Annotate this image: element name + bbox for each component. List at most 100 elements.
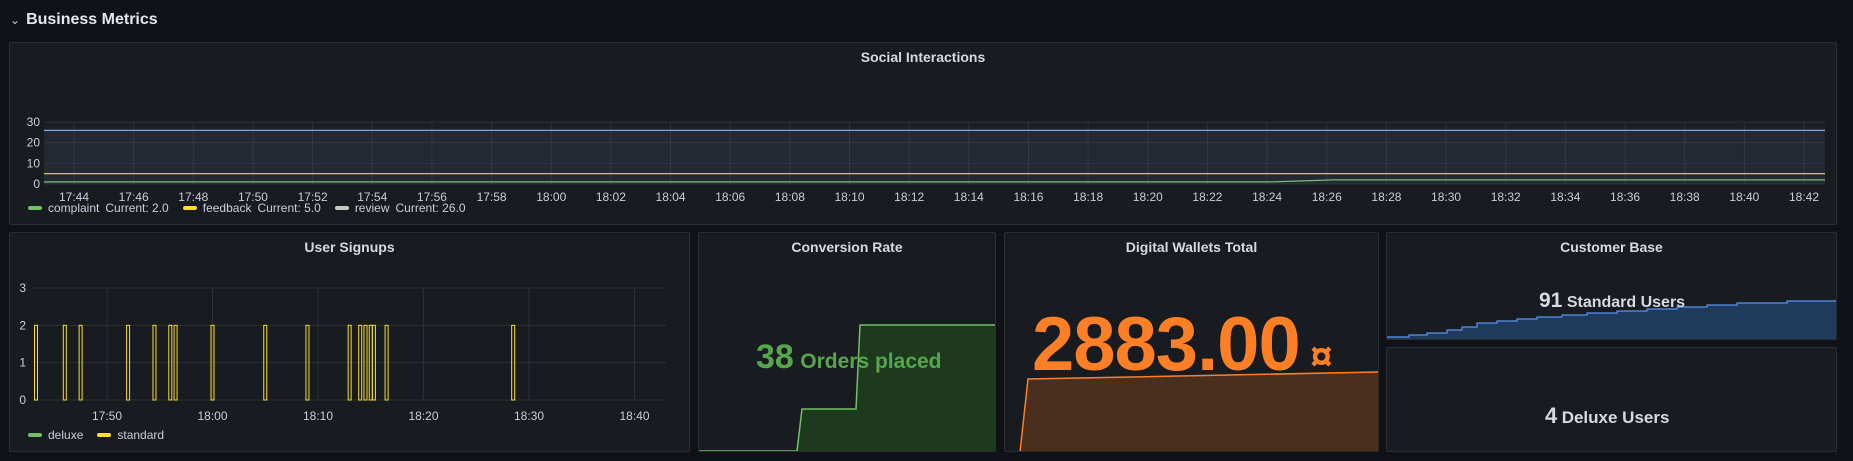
- sparkline-area: [1387, 301, 1836, 339]
- sparkline-line: [1387, 300, 1836, 338]
- conversion-unit: Orders placed: [800, 350, 942, 373]
- signup-bar-standard: [210, 324, 215, 401]
- row-header-business-metrics[interactable]: ⌄ Business Metrics: [10, 8, 158, 32]
- x-tick-label: 18:28: [1371, 190, 1401, 204]
- user-signups-chart: 0 1 2 3 17:50 18:00 18:10 18:20 18:30 18:40: [19, 281, 666, 423]
- user-signups-panel: User Signups 0 1 2 3 17:50 18:00 18:10 18:20 18:…: [9, 232, 690, 452]
- legend-item-feedback[interactable]: feedback Current: 5.0: [182, 201, 321, 215]
- x-tick-label: 17:44: [59, 190, 89, 204]
- standard-users-value: 91: [1539, 289, 1563, 312]
- chevron-down-icon[interactable]: ⌄: [10, 13, 21, 27]
- sparkline-area: [1020, 372, 1378, 451]
- signup-bar-standard: [347, 324, 352, 401]
- social-interactions-chart: 0 10 20 30 17:44 17:46 17:48 17:50 17:52 17:54 17:…: [27, 115, 1825, 204]
- y-tick-label: 1: [19, 356, 26, 370]
- signup-bar-standard: [371, 324, 376, 401]
- x-tick-label: 17:52: [298, 190, 328, 204]
- legend-swatch: [182, 206, 197, 210]
- legend-item-review[interactable]: review Current: 26.0: [334, 201, 466, 215]
- signups-legend: deluxe standard: [28, 428, 164, 442]
- conversion-sparkline: [699, 324, 995, 451]
- wallets-value: 2883.00: [1032, 302, 1301, 387]
- panel-title: Digital Wallets Total: [1125, 239, 1258, 255]
- panel-title: User Signups: [304, 239, 395, 255]
- x-tick-label: 18:20: [1133, 190, 1163, 204]
- y-tick-label: 3: [19, 281, 26, 295]
- x-tick-label: 18:30: [1431, 190, 1461, 204]
- x-tick-label: 17:50: [92, 409, 122, 423]
- x-tick-label: 17:58: [477, 190, 507, 204]
- x-tick-label: 18:40: [619, 409, 649, 423]
- signup-bar-standard: [263, 324, 268, 401]
- customer-base-panel: Customer Base 91 Standard Users: [1386, 232, 1837, 340]
- sparkline-area: [797, 325, 995, 451]
- x-tick-label: 18:18: [1073, 190, 1103, 204]
- panel-title: Social Interactions: [860, 49, 986, 65]
- signup-bar-standard: [62, 324, 67, 401]
- signup-bar-standard: [173, 324, 178, 401]
- x-tick-label: 18:14: [954, 190, 984, 204]
- panel-title: Customer Base: [1560, 239, 1663, 255]
- x-tick-label: 18:06: [715, 190, 745, 204]
- legend-label: feedback: [202, 201, 252, 215]
- signup-bar-standard: [511, 324, 516, 401]
- series-area-review: [44, 130, 1825, 184]
- y-tick-label: 0: [33, 177, 40, 191]
- legend-current-value: Current: 5.0: [257, 201, 321, 215]
- panel-title: Conversion Rate: [791, 239, 903, 255]
- legend-item-standard[interactable]: standard: [97, 428, 164, 442]
- legend-label: complaint: [48, 201, 100, 215]
- x-tick-label: 18:36: [1610, 190, 1640, 204]
- signup-bar-standard: [363, 324, 368, 401]
- signup-bar-standard: [126, 324, 131, 401]
- x-tick-label: 18:30: [514, 409, 544, 423]
- y-tick-label: 30: [27, 115, 41, 129]
- y-tick-label: 2: [19, 318, 26, 332]
- legend-current-value: Current: 26.0: [395, 201, 466, 215]
- x-tick-label: 18:00: [536, 190, 566, 204]
- signup-bar-standard: [168, 324, 173, 401]
- x-tick-label: 18:00: [197, 409, 227, 423]
- signup-bar-standard: [305, 324, 310, 401]
- legend-swatch: [28, 206, 42, 210]
- standard-users-label: Standard Users: [1566, 294, 1686, 311]
- x-tick-label: 17:48: [178, 190, 208, 204]
- conversion-rate-panel: Conversion Rate 38 Orders placed: [698, 232, 996, 452]
- conversion-stat: 38 Orders placed: [756, 338, 942, 377]
- deluxe-users-value: 4: [1545, 403, 1558, 428]
- signup-bar-standard: [358, 324, 363, 401]
- x-tick-label: 18:08: [775, 190, 805, 204]
- row-title: Business Metrics: [26, 11, 158, 28]
- series-line-complaint: [44, 179, 1825, 183]
- standard-users-stat: 91 Standard Users: [1539, 289, 1685, 313]
- y-tick-label: 20: [27, 136, 41, 150]
- currency-icon: ¤: [1310, 335, 1333, 379]
- legend-label: review: [354, 201, 390, 215]
- legend-label: deluxe: [48, 428, 84, 442]
- wallets-sparkline: [1019, 371, 1378, 451]
- x-tick-label: 18:26: [1312, 190, 1342, 204]
- signup-bar-standard: [384, 324, 389, 401]
- x-tick-label: 17:50: [238, 190, 268, 204]
- deluxe-users-panel: 4 Deluxe Users: [1386, 347, 1837, 452]
- standard-users-sparkline: [1387, 300, 1836, 339]
- x-tick-label: 18:12: [894, 190, 924, 204]
- sparkline-line: [1019, 371, 1378, 451]
- legend-item-complaint[interactable]: complaint Current: 2.0: [28, 201, 169, 215]
- x-tick-label: 18:02: [596, 190, 626, 204]
- x-tick-label: 18:20: [408, 409, 438, 423]
- x-tick-label: 18:22: [1192, 190, 1222, 204]
- legend-swatch: [97, 433, 112, 437]
- legend-swatch: [334, 206, 349, 210]
- legend-swatch: [28, 433, 42, 437]
- legend-item-deluxe[interactable]: deluxe: [28, 428, 83, 442]
- y-tick-label: 0: [19, 393, 26, 407]
- signup-bar-standard: [34, 324, 38, 401]
- x-tick-label: 18:04: [656, 190, 686, 204]
- x-tick-label: 18:34: [1550, 190, 1580, 204]
- conversion-value: 38: [756, 338, 794, 376]
- x-tick-label: 17:54: [357, 190, 387, 204]
- deluxe-users-label: Deluxe Users: [1561, 408, 1670, 427]
- x-tick-label: 17:56: [417, 190, 447, 204]
- y-tick-label: 10: [27, 156, 41, 170]
